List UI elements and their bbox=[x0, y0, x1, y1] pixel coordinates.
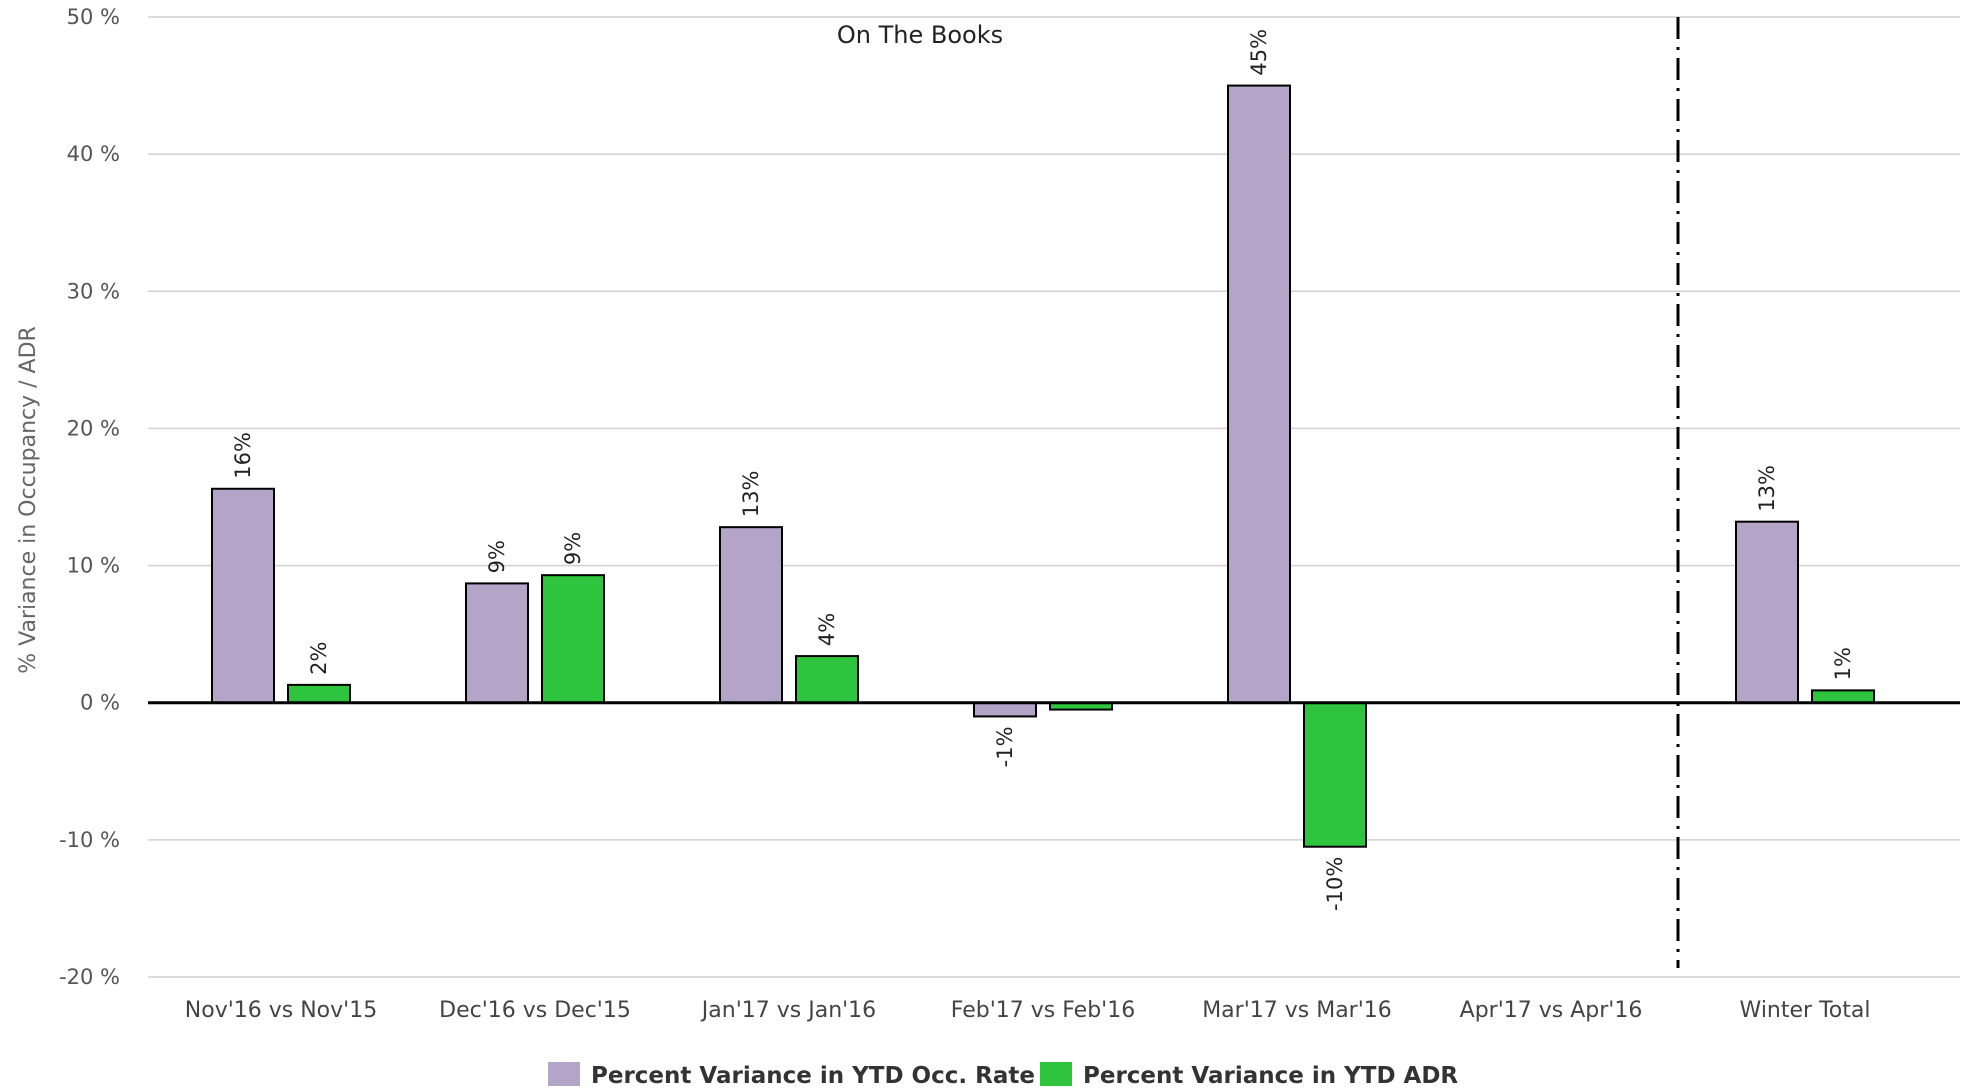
y-tick-label: 50 % bbox=[67, 5, 120, 29]
y-tick-label: 20 % bbox=[67, 416, 120, 440]
data-label: 16% bbox=[231, 432, 255, 479]
bar bbox=[1811, 689, 1875, 704]
x-category-label: Apr'17 vs Apr'16 bbox=[1460, 998, 1643, 1023]
x-category-label: Feb'17 vs Feb'16 bbox=[951, 998, 1135, 1023]
y-tick-label: -10 % bbox=[59, 828, 120, 852]
x-category-label: Mar'17 vs Mar'16 bbox=[1202, 998, 1392, 1023]
bar bbox=[795, 655, 859, 704]
bar bbox=[719, 526, 783, 704]
chart-title: On The Books bbox=[837, 21, 1003, 49]
bar bbox=[1227, 84, 1291, 704]
x-category-label: Jan'17 vs Jan'16 bbox=[700, 998, 876, 1023]
gridlines bbox=[148, 16, 1960, 978]
y-axis-tick-labels: 50 % 40 % 30 % 20 % 10 % 0 % -10 % -20 % bbox=[59, 5, 120, 989]
legend-label-occ-rate[interactable]: Percent Variance in YTD Occ. Rate bbox=[591, 1063, 1035, 1089]
data-label: 4% bbox=[815, 613, 839, 646]
bar bbox=[465, 582, 529, 704]
data-label: -1% bbox=[993, 726, 1017, 767]
x-axis-category-labels: Nov'16 vs Nov'15 Dec'16 vs Dec'15 Jan'17 v… bbox=[185, 998, 1871, 1023]
data-label: 13% bbox=[1755, 465, 1779, 512]
data-label: -10% bbox=[1323, 857, 1347, 911]
bar bbox=[1735, 520, 1799, 704]
y-tick-label: 30 % bbox=[67, 279, 120, 303]
data-label: 1% bbox=[1831, 647, 1855, 680]
bar bbox=[211, 487, 275, 704]
data-label: 2% bbox=[307, 642, 331, 675]
data-label: 45% bbox=[1247, 29, 1271, 76]
y-axis-title: % Variance in Occupancy / ADR bbox=[16, 326, 41, 674]
y-tick-label: 40 % bbox=[67, 142, 120, 166]
y-tick-label: 10 % bbox=[67, 554, 120, 578]
bars bbox=[211, 84, 1875, 848]
data-label: 13% bbox=[739, 470, 763, 517]
legend-swatch-occ-rate bbox=[548, 1062, 580, 1086]
bar bbox=[541, 574, 605, 704]
x-category-label: Dec'16 vs Dec'15 bbox=[439, 998, 631, 1023]
legend-swatch-adr bbox=[1040, 1062, 1072, 1086]
bar bbox=[973, 701, 1037, 718]
data-labels: 16% 9% 13% -1% 45% 13% 2% 9% 4% -10% 1% bbox=[231, 29, 1855, 911]
y-tick-label: 0 % bbox=[80, 691, 120, 715]
x-category-label: Winter Total bbox=[1740, 998, 1871, 1023]
y-tick-label: -20 % bbox=[59, 965, 120, 989]
bar bbox=[1303, 701, 1367, 848]
data-label: 9% bbox=[561, 532, 585, 565]
data-label: 9% bbox=[485, 540, 509, 573]
bar bbox=[287, 683, 351, 704]
x-category-label: Nov'16 vs Nov'15 bbox=[185, 998, 377, 1023]
legend: Percent Variance in YTD Occ. Rate Percen… bbox=[548, 1062, 1458, 1089]
legend-label-adr[interactable]: Percent Variance in YTD ADR bbox=[1083, 1063, 1458, 1089]
